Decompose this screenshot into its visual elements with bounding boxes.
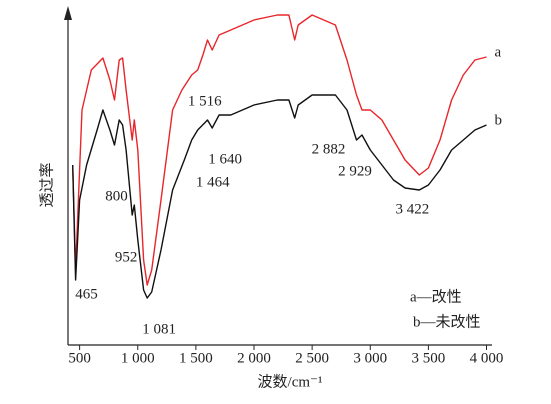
x-axis-label: 波数/cm⁻¹: [258, 373, 323, 390]
x-tick-label: 3 500: [412, 350, 446, 366]
peak-label: 1 464: [196, 174, 230, 190]
x-tick-label: 1 000: [121, 350, 155, 366]
spectrum-line: [72, 14, 487, 286]
y-axis-arrow: [64, 6, 72, 20]
x-tick-label: 2 500: [295, 350, 329, 366]
series-label: a: [495, 44, 502, 60]
x-tick-label: 3 000: [353, 350, 387, 366]
peak-label: 1 640: [208, 151, 242, 167]
series-label: b: [495, 112, 503, 128]
peak-label: 1 081: [142, 321, 176, 337]
peak-label: 800: [105, 188, 128, 204]
x-tick-label: 1 500: [179, 350, 213, 366]
peak-label: 1 516: [188, 93, 222, 109]
x-tick-label: 500: [68, 350, 91, 366]
legend-entry: a—改性: [410, 288, 462, 305]
x-tick-label: 4 000: [470, 350, 504, 366]
legend-entry: b—未改性: [413, 313, 481, 330]
peak-label: 2 882: [312, 141, 346, 157]
peak-label: 952: [115, 249, 138, 265]
peak-label: 2 929: [338, 163, 372, 179]
y-axis-label: 透过率: [38, 162, 55, 207]
peak-label: 3 422: [395, 201, 429, 217]
peak-label: 465: [75, 286, 98, 302]
x-tick-label: 2 000: [237, 350, 271, 366]
spectrum-line: [72, 94, 487, 299]
